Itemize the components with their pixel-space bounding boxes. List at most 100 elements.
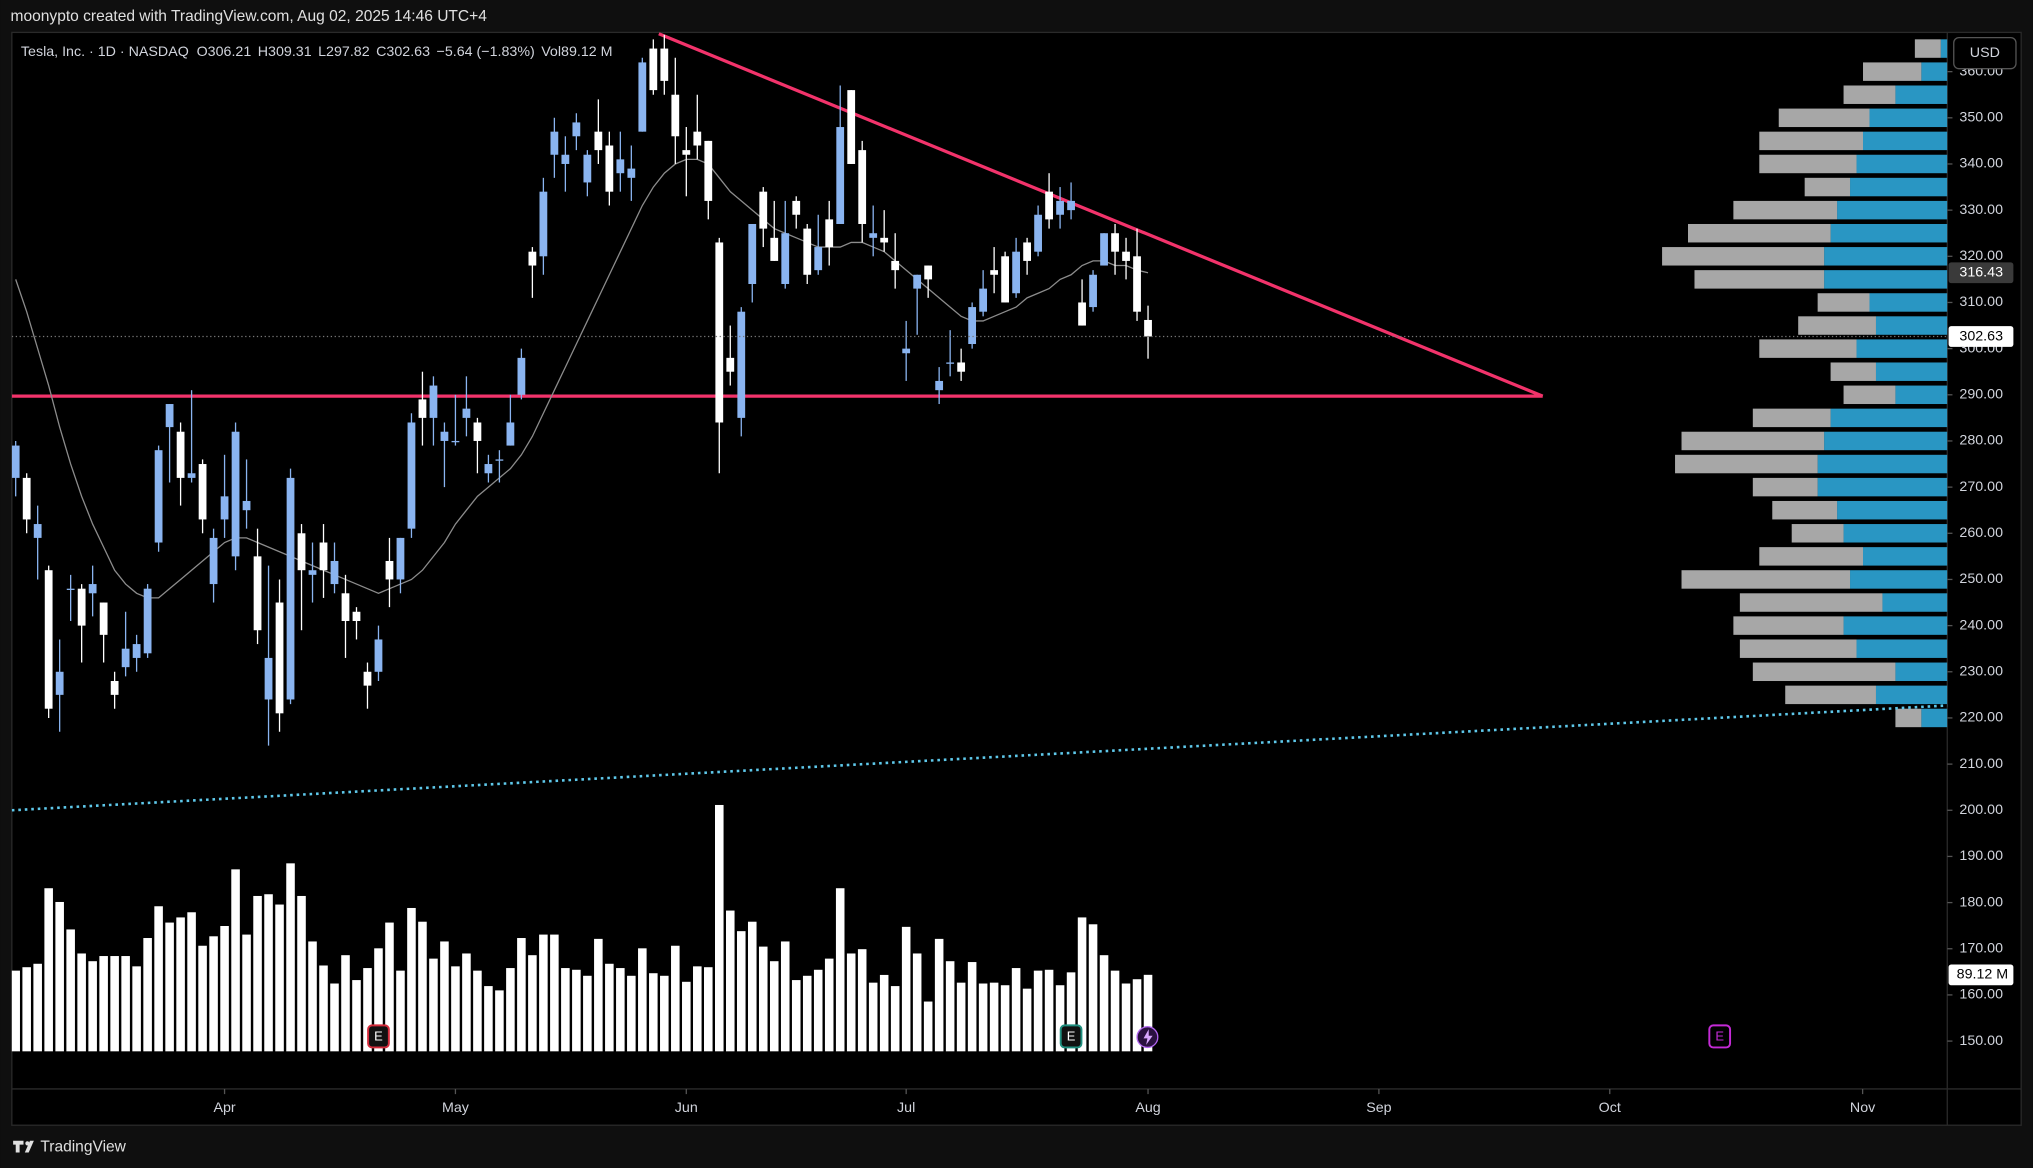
y-tick-label: 150.00: [1959, 1033, 2003, 1049]
candle-body: [539, 191, 548, 257]
candle-body: [264, 657, 273, 700]
volume-bar: [1077, 917, 1087, 1052]
candle-body: [957, 362, 966, 372]
candle-body: [627, 168, 636, 178]
candle-body: [132, 644, 141, 658]
currency[interactable]: USD: [1970, 45, 2000, 61]
candle-body: [1100, 233, 1108, 266]
volume-bar: [934, 938, 944, 1052]
high-label: H: [258, 44, 268, 60]
brand-logo: [13, 1140, 34, 1153]
volume-bar: [352, 980, 361, 1052]
candle-body: [121, 648, 130, 668]
candle-body: [770, 237, 779, 261]
profile-down: [1804, 177, 1851, 197]
volume-bar: [780, 941, 790, 1052]
profile-up: [1875, 316, 1948, 335]
candle-body: [737, 311, 746, 418]
volume-bar: [33, 963, 42, 1052]
candle-body: [231, 431, 240, 557]
currency-button[interactable]: [1953, 36, 2017, 70]
candle-body: [33, 524, 42, 538]
candle-body: [682, 150, 691, 155]
volume-bar: [198, 945, 207, 1052]
volume-bar: [1143, 974, 1153, 1052]
volume-bar: [978, 983, 988, 1052]
volume-bar: [791, 980, 801, 1052]
x-tick-label: Jul: [897, 1100, 915, 1116]
volume-bar: [890, 986, 900, 1052]
symbol: Tesla, Inc. · 1D · NASDAQ: [21, 44, 189, 60]
low-value: 297.82: [326, 44, 370, 60]
volume-bar: [1011, 968, 1021, 1052]
profile-down: [1681, 570, 1851, 589]
volume-bar: [110, 956, 119, 1052]
volume-bar: [55, 901, 64, 1052]
candle-body: [341, 593, 350, 621]
volume-bar: [583, 975, 592, 1052]
candle-body: [605, 145, 614, 192]
candle-body: [374, 639, 383, 672]
profile-down: [1752, 408, 1831, 428]
profile-down: [1681, 431, 1825, 451]
candle-body: [858, 150, 867, 224]
profile-up: [1843, 524, 1948, 543]
volume-bar: [253, 895, 262, 1052]
candle-body: [1034, 214, 1042, 252]
candle-body: [616, 159, 625, 174]
volume-bar: [154, 906, 163, 1052]
candle-body: [990, 270, 999, 275]
candle-body: [308, 570, 317, 575]
candle-body: [407, 422, 416, 529]
volume-bar: [484, 986, 493, 1052]
candle-body: [187, 473, 196, 478]
volume-bar: [1099, 955, 1109, 1052]
volume-bar: [967, 962, 977, 1052]
candle-body: [583, 154, 592, 183]
volume-bar: [121, 956, 130, 1052]
x-tick-label: May: [442, 1100, 470, 1116]
volume-bar: [1110, 970, 1120, 1052]
profile-up: [1856, 154, 1948, 174]
volume-bar: [1055, 985, 1065, 1052]
volume-bar: [616, 968, 625, 1052]
y-tick-label: 210.00: [1959, 756, 2003, 772]
candle-body: [143, 588, 152, 654]
plot: [11, 32, 1948, 1052]
candle-body: [473, 422, 482, 441]
ma-price-label: 316.43: [1959, 265, 2003, 281]
volume-bar: [1121, 983, 1131, 1052]
candle-body: [594, 131, 603, 151]
profile-down: [1752, 477, 1818, 497]
candle-body: [99, 602, 108, 635]
y-tick-label: 350.00: [1959, 110, 2003, 126]
volume-bar: [835, 888, 845, 1052]
volume-bar: [682, 981, 691, 1052]
volume-bar: [473, 970, 482, 1052]
x-tick-label: Nov: [1850, 1100, 1876, 1116]
candle-body: [935, 380, 944, 391]
profile-up: [1830, 408, 1948, 428]
candle-body: [110, 681, 119, 695]
candle-body: [88, 584, 97, 594]
volume-bar: [429, 958, 438, 1052]
candle-body: [792, 200, 801, 215]
volume-bar: [330, 983, 339, 1052]
trend-line: [658, 32, 1544, 398]
volume-bar: [802, 975, 812, 1052]
y-tick-label: 320.00: [1959, 248, 2003, 264]
profile-down: [1914, 39, 1941, 58]
candle-body: [319, 542, 328, 571]
profile-up: [1895, 385, 1948, 405]
profile-up: [1863, 547, 1948, 566]
candle-body: [968, 307, 977, 345]
close-value: 302.63: [386, 44, 430, 60]
volume-bar: [649, 973, 658, 1052]
volume-bar: [1044, 969, 1054, 1052]
volume-bar: [857, 949, 867, 1052]
y-tick-label: 260.00: [1959, 525, 2003, 541]
candle-body: [495, 459, 504, 461]
volume-bar: [715, 804, 724, 1052]
candle-body: [55, 671, 64, 695]
candle-body: [528, 251, 537, 266]
